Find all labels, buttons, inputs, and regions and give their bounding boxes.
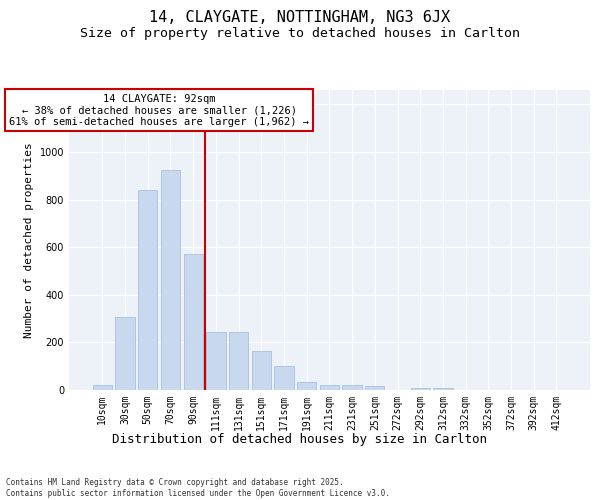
Y-axis label: Number of detached properties: Number of detached properties [24, 142, 34, 338]
Bar [184, 254, 203, 390]
Bar [206, 332, 226, 390]
Bar [161, 170, 180, 390]
Bar [365, 386, 385, 390]
Bar [320, 385, 339, 390]
Bar [274, 366, 293, 390]
Bar [115, 318, 134, 390]
Bar [410, 388, 430, 390]
Text: 14, CLAYGATE, NOTTINGHAM, NG3 6JX: 14, CLAYGATE, NOTTINGHAM, NG3 6JX [149, 10, 451, 25]
Bar [433, 388, 452, 390]
Bar [251, 350, 271, 390]
Bar [343, 385, 362, 390]
Bar [229, 332, 248, 390]
Text: Size of property relative to detached houses in Carlton: Size of property relative to detached ho… [80, 28, 520, 40]
Text: 14 CLAYGATE: 92sqm
← 38% of detached houses are smaller (1,226)
61% of semi-deta: 14 CLAYGATE: 92sqm ← 38% of detached hou… [9, 94, 309, 127]
Text: Contains HM Land Registry data © Crown copyright and database right 2025.
Contai: Contains HM Land Registry data © Crown c… [6, 478, 390, 498]
Bar [92, 385, 112, 390]
Text: Distribution of detached houses by size in Carlton: Distribution of detached houses by size … [113, 432, 487, 446]
Bar [297, 382, 316, 390]
Bar [138, 190, 157, 390]
